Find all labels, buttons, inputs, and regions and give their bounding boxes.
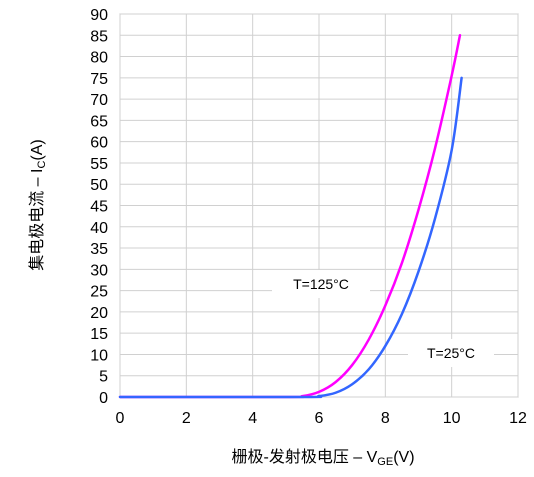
y-axis-label: 集电极电流 – IC(A) — [28, 139, 48, 271]
y-tick-label: 85 — [90, 28, 108, 45]
x-tick-label: 8 — [381, 410, 390, 427]
series-annotation-label: T=25°C — [427, 345, 475, 361]
y-tick-label: 75 — [90, 71, 108, 88]
y-tick-label: 70 — [90, 92, 108, 109]
series-line-t25 — [118, 76, 463, 399]
series-annotations: T=125°C T=25°C — [272, 270, 494, 367]
y-tick-label: 10 — [90, 347, 108, 364]
x-tick-label: 2 — [182, 410, 191, 427]
series-lines — [118, 34, 463, 399]
y-tick-label: 20 — [90, 305, 108, 322]
y-tick-label: 90 — [90, 7, 108, 24]
y-tick-label: 60 — [90, 135, 108, 152]
y-tick-label: 80 — [90, 50, 108, 67]
y-tick-label: 35 — [90, 241, 108, 258]
y-tick-label: 30 — [90, 262, 108, 279]
x-tick-label: 10 — [443, 410, 461, 427]
y-tick-label: 15 — [90, 326, 108, 343]
y-tick-label: 45 — [90, 199, 108, 216]
x-tick-label: 6 — [315, 410, 324, 427]
y-tick-label: 40 — [90, 220, 108, 237]
y-tick-labels: 0 5 10 15 20 25 30 35 40 45 50 55 60 65 70 75 80 85 90 — [90, 7, 108, 407]
x-tick-label: 4 — [248, 410, 257, 427]
annotation-background — [272, 270, 370, 298]
x-tick-label: 0 — [116, 410, 125, 427]
y-tick-label: 55 — [90, 156, 108, 173]
y-tick-label: 50 — [90, 177, 108, 194]
y-tick-label: 25 — [90, 284, 108, 301]
x-tick-labels: 0 2 4 6 8 10 12 — [116, 410, 527, 427]
y-tick-label: 65 — [90, 113, 108, 130]
x-axis-label: 栅极-发射极电压 – VGE(V) — [231, 448, 414, 468]
y-tick-label: 0 — [99, 390, 108, 407]
y-tick-label: 5 — [99, 369, 108, 386]
x-tick-label: 12 — [509, 410, 527, 427]
grid-lines — [119, 13, 519, 398]
annotation-background — [408, 339, 494, 367]
series-annotation-label: T=125°C — [293, 276, 349, 292]
